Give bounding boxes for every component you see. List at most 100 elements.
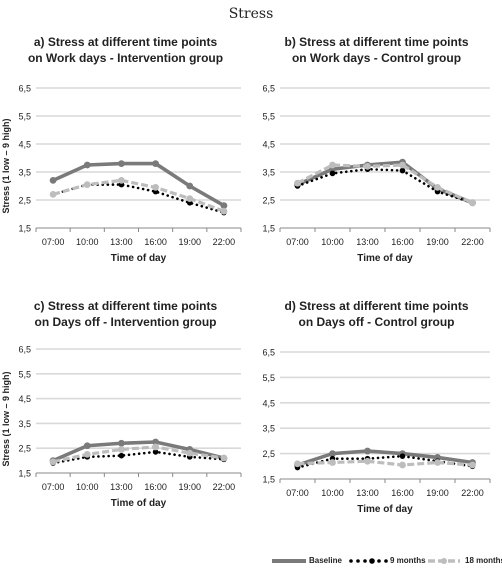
panel-c-series-m18-point xyxy=(118,446,125,453)
panel-d-y-tick-label: 2,5 xyxy=(262,449,275,459)
panel-c: c) Stress at different time points on Da… xyxy=(0,290,251,550)
panel-a-y-tick-label: 1,5 xyxy=(18,224,31,234)
panel-b-x-tick-label: 07:00 xyxy=(286,237,309,247)
panel-a-y-tick-label: 4,5 xyxy=(18,140,31,150)
panel-a-y-tick-label: 2,5 xyxy=(18,196,31,206)
panel-b-y-tick-label: 6,5 xyxy=(262,84,275,94)
panel-b-series-m18-line xyxy=(296,163,474,205)
panel-c-series-m18-point xyxy=(186,449,194,457)
panel-c-series-m18-point xyxy=(83,451,91,458)
panel-b-y-tick-label: 2,5 xyxy=(262,196,275,206)
panel-d-series-m18-point xyxy=(364,457,371,465)
panel-c-series-baseline-line xyxy=(52,440,225,463)
panel-d-series-m9-point xyxy=(399,453,406,459)
panel-b-series-m9-point xyxy=(399,167,406,174)
panel-a-series-m18-point xyxy=(118,177,125,184)
panel-a: a) Stress at different time points on Wo… xyxy=(0,0,251,290)
panel-c-x-tick-label: 16:00 xyxy=(144,482,167,492)
panel-a-series-baseline-point xyxy=(49,177,57,184)
panel-b-title: b) Stress at different time points on Wo… xyxy=(251,34,502,66)
legend-9months-label: 9 months xyxy=(390,556,426,565)
panel-b-x-axis-title: Time of day xyxy=(357,253,413,264)
panel-c-y-axis-title: Stress (1 low – 9 high) xyxy=(1,371,11,466)
panel-c-y-tick-label: 3,5 xyxy=(18,419,31,429)
legend: Baseline 9 months 18 months xyxy=(270,555,502,569)
panel-a-x-tick-label: 10:00 xyxy=(76,237,99,247)
panel-b-y-tick-label: 5,5 xyxy=(262,112,275,122)
panel-d-series-m18-point xyxy=(294,460,301,468)
legend-9months-swatch xyxy=(349,558,388,564)
panel-d-x-tick-label: 19:00 xyxy=(426,488,449,498)
panel-a-x-axis-title: Time of day xyxy=(111,253,167,264)
panel-c-series-baseline-point xyxy=(152,438,159,446)
panel-b-series-baseline-line xyxy=(296,160,474,205)
figure-title: Stress xyxy=(228,6,274,22)
panel-c-series-m9-point xyxy=(118,452,125,459)
panel-c-y-tick-label: 4,5 xyxy=(18,394,31,404)
panel-b-series-m18-point xyxy=(364,163,371,170)
panel-a-series-baseline-line xyxy=(52,161,225,208)
panel-a-series-m18-point xyxy=(186,195,194,203)
panel-a-series-baseline-point xyxy=(152,160,159,168)
panel-a-x-tick-label: 13:00 xyxy=(110,237,133,247)
panel-a-y-tick-label: 5,5 xyxy=(18,112,31,122)
panel-d-y-tick-label: 1,5 xyxy=(262,475,275,485)
panel-d-series-m18-line xyxy=(297,459,473,467)
panel-a-series-baseline-point xyxy=(220,202,228,210)
panel-b: b) Stress at different time points on Wo… xyxy=(251,0,502,290)
panel-d-y-tick-label: 5,5 xyxy=(262,373,275,383)
panel-c-series-m18-point xyxy=(220,454,228,462)
panel-a-title: a) Stress at different time points on Wo… xyxy=(0,34,251,66)
panel-b-series-m18-point xyxy=(329,161,336,169)
panel-d-series-m18-point xyxy=(469,461,476,469)
panel-c-series-m18-point xyxy=(152,443,159,451)
panel-c-x-tick-label: 19:00 xyxy=(178,482,201,492)
panel-d-x-axis-title: Time of day xyxy=(357,504,413,515)
panel-a-x-tick-label: 16:00 xyxy=(144,237,167,247)
panel-b-series-m18-point xyxy=(399,161,406,169)
panel-c-y-tick-label: 6,5 xyxy=(18,345,31,355)
panel-b-series-m9-point xyxy=(329,170,336,177)
panel-c-series-m18-point xyxy=(49,458,57,466)
panel-d-series-baseline-point xyxy=(329,450,336,457)
panel-a-y-axis-title: Stress (1 low – 9 high) xyxy=(1,118,11,213)
panel-d: d) Stress at different time points on Da… xyxy=(251,290,502,550)
panel-d-y-tick-label: 3,5 xyxy=(262,424,275,434)
panel-b-y-tick-label: 1,5 xyxy=(262,224,275,234)
panel-d-x-tick-label: 10:00 xyxy=(321,488,344,498)
panel-a-series-m18-point xyxy=(83,181,91,189)
panel-c-x-axis-title: Time of day xyxy=(111,498,167,509)
panel-d-x-tick-label: 16:00 xyxy=(391,488,414,498)
panel-a-series-m18-point xyxy=(49,191,57,198)
panel-a-series-baseline-point xyxy=(118,160,125,168)
panel-b-title-line2: on Work days - Control group xyxy=(291,51,462,65)
panel-d-x-tick-label: 13:00 xyxy=(356,488,379,498)
panel-c-series-baseline-point xyxy=(118,439,125,447)
panel-a-series-m18-point xyxy=(152,184,159,191)
panel-c-y-tick-label: 2,5 xyxy=(18,444,31,454)
legend-baseline-label: Baseline xyxy=(309,556,342,565)
panel-c-title-line1: c) Stress at different time points xyxy=(33,299,218,313)
panel-c-series-m9-point xyxy=(152,449,159,455)
legend-18months-swatch xyxy=(428,558,460,564)
panel-d-series-m18-point xyxy=(329,459,336,466)
panel-a-y-tick-label: 3,5 xyxy=(18,168,31,178)
panel-c-series-baseline-point xyxy=(83,442,91,450)
panel-a-title-line2: on Work days - Intervention group xyxy=(27,51,224,65)
panel-b-y-tick-label: 4,5 xyxy=(262,140,275,150)
panel-a-series-baseline-point xyxy=(83,161,91,169)
panel-b-series-m18-point xyxy=(434,184,441,191)
panel-c-y-tick-label: 1,5 xyxy=(18,469,31,479)
panel-a-series-baseline-point xyxy=(186,182,194,190)
panel-b-series-m9-line xyxy=(296,167,474,205)
panel-a-title-line1: a) Stress at different time points xyxy=(33,35,218,49)
panel-b-title-line1: b) Stress at different time points xyxy=(284,35,469,49)
panel-b-y-tick-label: 3,5 xyxy=(262,168,275,178)
panel-b-x-tick-label: 13:00 xyxy=(356,237,379,247)
panel-d-series-m18-point xyxy=(399,461,406,469)
panel-d-title-line2: on Days off - Control group xyxy=(298,315,455,329)
legend-18months-label: 18 months xyxy=(465,556,502,565)
legend-swatches xyxy=(272,558,460,564)
panel-d-x-tick-label: 22:00 xyxy=(461,488,484,498)
panel-a-y-tick-label: 6,5 xyxy=(18,84,31,94)
